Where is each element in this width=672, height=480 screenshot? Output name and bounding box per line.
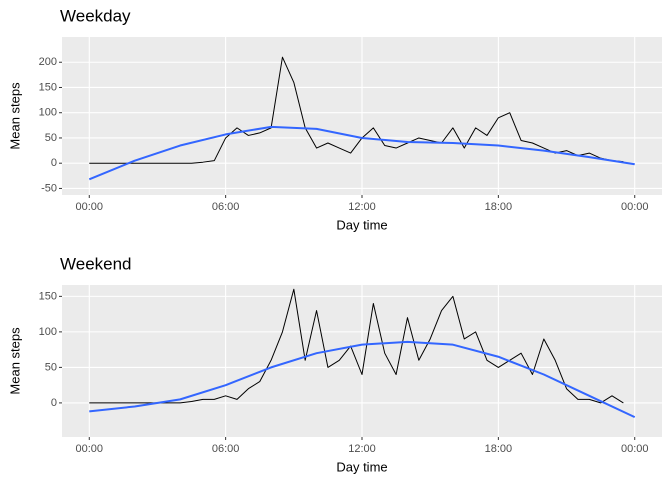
y-tick-label: 0	[51, 397, 57, 409]
x-tick-label: 12:00	[348, 443, 376, 455]
panel-title: Weekend	[60, 254, 132, 273]
data-line	[89, 288, 624, 404]
y-tick-label: 0	[51, 157, 57, 169]
y-tick-label: 50	[45, 132, 57, 144]
data-line	[89, 56, 624, 164]
x-tick-label: 06:00	[212, 201, 240, 213]
x-tick-label: 00:00	[621, 443, 649, 455]
panel-title: Weekday	[60, 6, 131, 25]
x-tick-label: 00:00	[76, 443, 104, 455]
x-axis-title: Day time	[336, 459, 387, 474]
smooth-line	[88, 125, 635, 181]
x-tick-label: 06:00	[212, 443, 240, 455]
x-tick-label: 18:00	[485, 443, 513, 455]
y-tick-label: 100	[39, 326, 57, 338]
y-tick-label: 150	[39, 81, 57, 93]
y-tick-label: 100	[39, 107, 57, 119]
y-tick-label: 200	[39, 56, 57, 68]
y-tick-label: 50	[45, 361, 57, 373]
x-tick-label: 00:00	[76, 201, 104, 213]
y-tick-label: -50	[41, 182, 57, 194]
y-tick-label: 150	[39, 290, 57, 302]
y-axis-title: Mean steps	[7, 82, 22, 150]
y-axis-title: Mean steps	[7, 327, 22, 395]
smooth-line	[89, 340, 636, 419]
x-tick-label: 00:00	[621, 201, 649, 213]
x-tick-label: 18:00	[485, 201, 513, 213]
x-axis-title: Day time	[336, 217, 387, 232]
x-tick-label: 12:00	[348, 201, 376, 213]
